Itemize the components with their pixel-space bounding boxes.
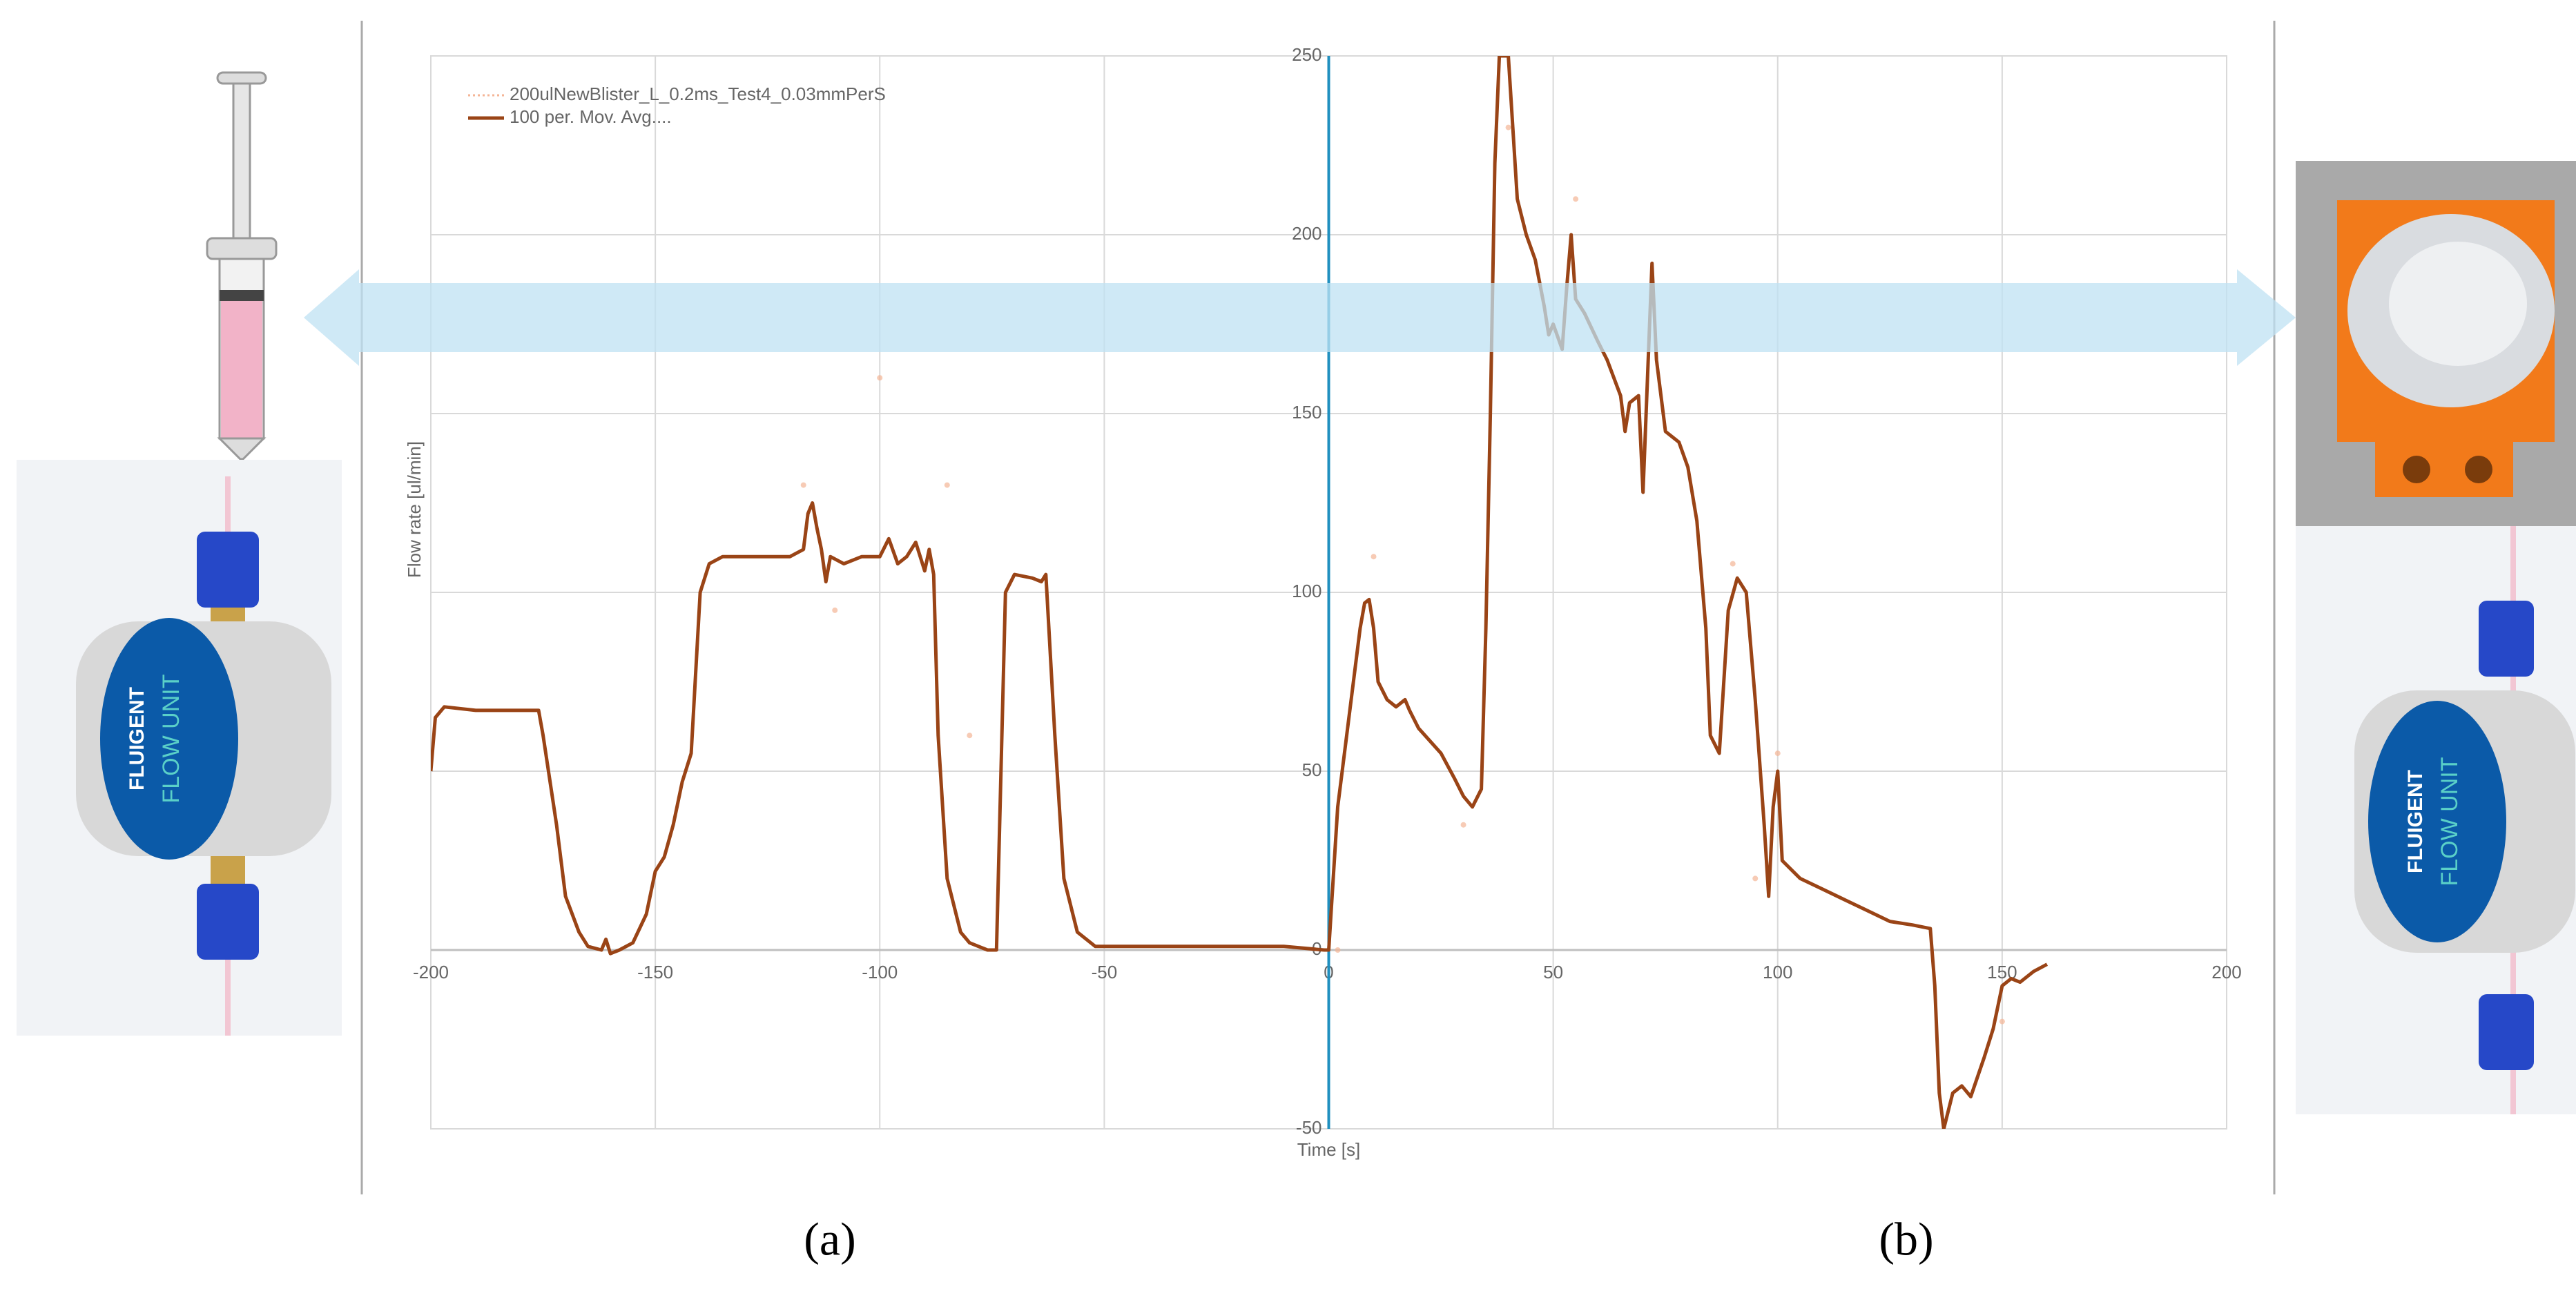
data-point	[1730, 561, 1736, 567]
x-axis-title: Time [s]	[1297, 1139, 1360, 1160]
data-point	[877, 375, 883, 381]
panel-label: (b)	[1879, 1213, 1933, 1266]
y-tick-label: 100	[1292, 581, 1321, 601]
data-point	[944, 482, 950, 488]
data-point	[1573, 196, 1579, 202]
blister-photo	[2296, 161, 2576, 526]
data-point	[1505, 124, 1511, 130]
data-point	[1999, 1018, 2005, 1025]
flow-unit-photo	[17, 460, 342, 1036]
y-tick-label: 150	[1292, 402, 1321, 423]
syringe-illustration	[206, 71, 278, 461]
y-tick-label: 200	[1292, 223, 1321, 244]
data-point	[1335, 947, 1341, 953]
x-tick-label: 50	[1543, 962, 1563, 982]
flow-unit-photo	[2296, 526, 2576, 1114]
y-tick-label: -50	[1296, 1117, 1322, 1138]
x-tick-label: 100	[1763, 962, 1792, 982]
data-point	[1752, 875, 1759, 882]
y-tick-label: 250	[1292, 44, 1321, 65]
x-tick-label: -100	[862, 962, 898, 982]
data-point	[1774, 750, 1781, 757]
x-tick-label: -150	[637, 962, 673, 982]
x-tick-label: -50	[1092, 962, 1118, 982]
device-label: FLUIGENT	[2404, 770, 2427, 873]
arrow	[304, 269, 2296, 366]
data-point	[967, 733, 973, 739]
device-label: FLOW UNIT	[2437, 757, 2463, 886]
y-axis-title: Flow rate [ul/min]	[404, 441, 425, 578]
legend-label: 200ulNewBlister_L_0.2ms_Test4_0.03mmPerS	[510, 84, 886, 104]
legend-label: 100 per. Mov. Avg....	[510, 106, 672, 127]
chart: -200-150-100-50050100150200-500501001502…	[404, 44, 2242, 1160]
data-point	[1371, 554, 1377, 560]
device-label: FLOW UNIT	[158, 675, 184, 804]
panel-label: (a)	[804, 1213, 855, 1266]
series-group	[431, 56, 2049, 1129]
data-point	[832, 607, 838, 613]
data-point	[1460, 822, 1466, 828]
x-tick-label: 200	[2211, 962, 2241, 982]
y-tick-label: 50	[1302, 759, 1322, 780]
data-point	[800, 482, 806, 488]
line	[431, 56, 2049, 1129]
device-label: FLUIGENT	[126, 687, 148, 791]
x-tick-label: -200	[413, 962, 449, 982]
